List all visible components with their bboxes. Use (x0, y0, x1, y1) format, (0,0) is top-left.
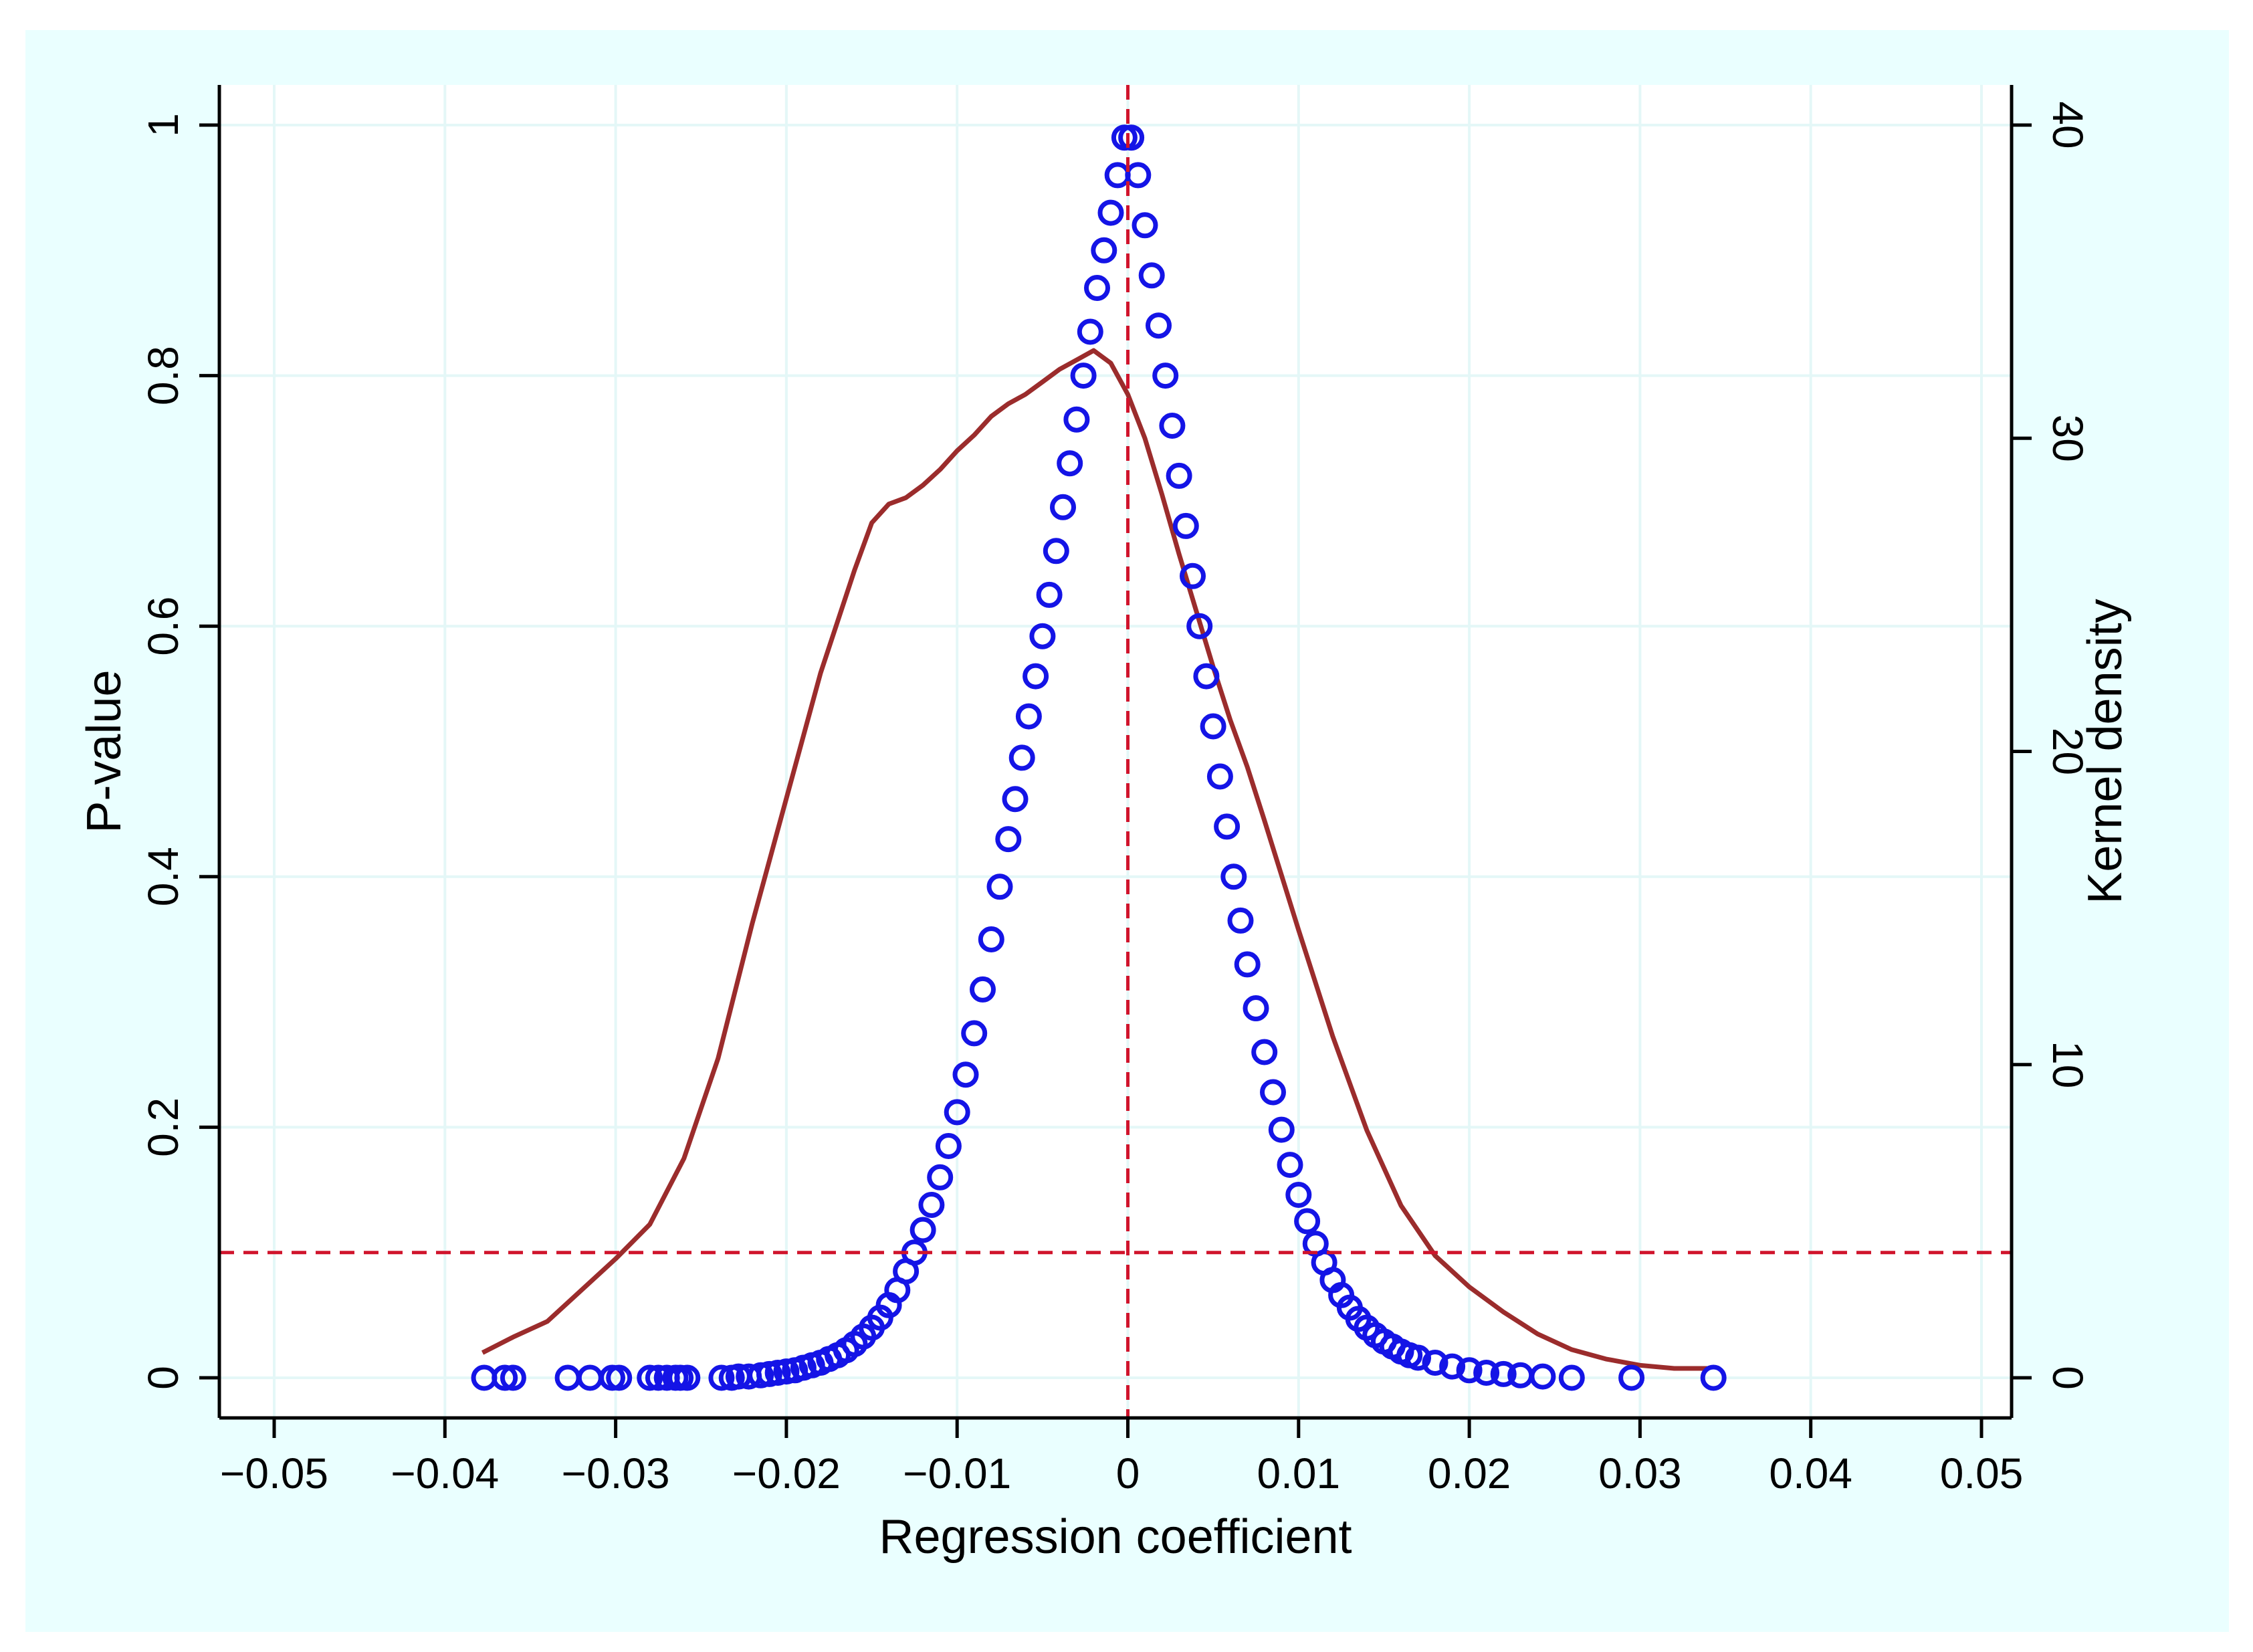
scatter-point (1180, 562, 1206, 589)
scatter-point (1700, 1364, 1727, 1391)
scatter-point (1490, 1360, 1517, 1387)
scatter-point (1251, 1039, 1278, 1065)
scatter-point (1558, 1364, 1585, 1391)
scatter-point (986, 873, 1013, 900)
scatter-point (1050, 494, 1076, 520)
scatter-point (637, 1364, 663, 1391)
scatter-point (1036, 581, 1063, 608)
scatter-point (1285, 1182, 1312, 1208)
scatter-point (918, 1192, 945, 1218)
scatter-point (1186, 613, 1213, 639)
scatter-point (970, 976, 996, 1003)
scatter-point (1152, 363, 1179, 389)
scatter-point (1439, 1353, 1466, 1380)
scatter-point (1002, 786, 1029, 813)
x-tick-label: −0.04 (391, 1449, 499, 1498)
plot-area (219, 85, 2012, 1418)
scatter-point (1227, 907, 1254, 934)
scatter-point (1118, 124, 1145, 151)
x-tick-label: 0 (1116, 1449, 1140, 1498)
y-tick-label: 1 (139, 113, 187, 137)
scatter-point (1057, 450, 1083, 477)
scatter-point (1166, 462, 1192, 489)
x-tick-label: 0.04 (1769, 1449, 1852, 1498)
scatter-point (1008, 744, 1035, 771)
scatter-point (708, 1364, 735, 1391)
scatter-point (1193, 663, 1220, 690)
y-tick-label: 0 (139, 1366, 187, 1390)
scatter-point (1618, 1364, 1645, 1391)
scatter-point (952, 1061, 979, 1088)
scatter-point (1473, 1360, 1500, 1386)
scatter-point (1043, 538, 1069, 564)
scatter-point (1172, 512, 1199, 539)
x-tick-label: −0.02 (732, 1449, 841, 1498)
scatter-point (674, 1364, 701, 1391)
scatter-point (1159, 413, 1186, 439)
y-tick-label: 0.6 (139, 597, 187, 656)
scatter-point (1268, 1116, 1295, 1143)
scatter-point (1529, 1363, 1556, 1390)
scatter-point (1091, 237, 1117, 264)
scatter-points (471, 124, 1727, 1391)
scatter-point (1029, 623, 1056, 649)
reference-lines (219, 85, 2012, 1418)
scatter-point (927, 1164, 954, 1191)
y-axis-title: P-value (78, 669, 131, 833)
scatter-point (500, 1364, 526, 1391)
scatter-point (995, 826, 1022, 853)
kde-layer (481, 348, 1709, 1371)
scatter-point (1070, 363, 1097, 389)
scatter-point (1125, 162, 1152, 189)
y2-tick-label: 0 (2044, 1366, 2092, 1390)
scatter-point (1277, 1152, 1303, 1178)
scatter-point (1405, 1344, 1431, 1371)
scatter-point (1077, 318, 1103, 345)
scatter-point (1084, 275, 1110, 301)
scatter-point (1200, 713, 1226, 740)
y-tick-label: 0.2 (139, 1098, 187, 1157)
scatter-point (909, 1217, 936, 1243)
scatter-point (1260, 1079, 1286, 1106)
y-tick-label: 0.8 (139, 346, 187, 405)
scatter-point (1146, 312, 1172, 339)
x-tick-label: −0.03 (562, 1449, 670, 1498)
y2-tick-label: 30 (2044, 415, 2092, 462)
scatter-point (1132, 212, 1158, 239)
axes: −0.05 −0.04 −0.03 −0.02 −0.01 0 0.01 0.02 0.03 0.… (139, 85, 2092, 1498)
y2-tick-label: 20 (2044, 728, 2092, 775)
x-tick-label: 0.03 (1598, 1449, 1682, 1498)
scatter-point (1097, 199, 1124, 226)
scatter-point (1023, 663, 1049, 690)
scatter-point (1294, 1208, 1321, 1235)
scatter-point (944, 1099, 970, 1126)
scatter-point (1422, 1350, 1449, 1376)
x-tick-label: −0.05 (220, 1449, 328, 1498)
x-tick-label: 0.05 (1940, 1449, 2024, 1498)
scatter-point (1015, 703, 1042, 730)
x-tick-label: 0.01 (1257, 1449, 1341, 1498)
x-axis-title: Regression coefficient (879, 1510, 1352, 1564)
y2-axis-title: Kernel density (2078, 599, 2132, 904)
x-tick-label: −0.01 (903, 1449, 1011, 1498)
scatter-point (1220, 863, 1247, 890)
scatter-point (978, 926, 1004, 952)
y-tick-label: 0.4 (139, 847, 187, 906)
scatter-point (1138, 262, 1165, 289)
scatter-point (935, 1133, 962, 1159)
scatter-point (1206, 763, 1233, 790)
x-tick-label: 0.02 (1428, 1449, 1511, 1498)
y2-tick-label: 40 (2044, 101, 2092, 148)
scatter-point (1214, 813, 1241, 840)
scatter-point (1234, 951, 1261, 978)
kde-line (481, 348, 1709, 1371)
scatter-point (1243, 995, 1269, 1021)
scatter-point (1456, 1357, 1483, 1384)
scatter-point (606, 1364, 633, 1391)
scatter-point (492, 1364, 518, 1391)
scatter-point (1063, 406, 1090, 433)
scatter-point (961, 1020, 988, 1047)
y2-tick-label: 10 (2044, 1041, 2092, 1088)
